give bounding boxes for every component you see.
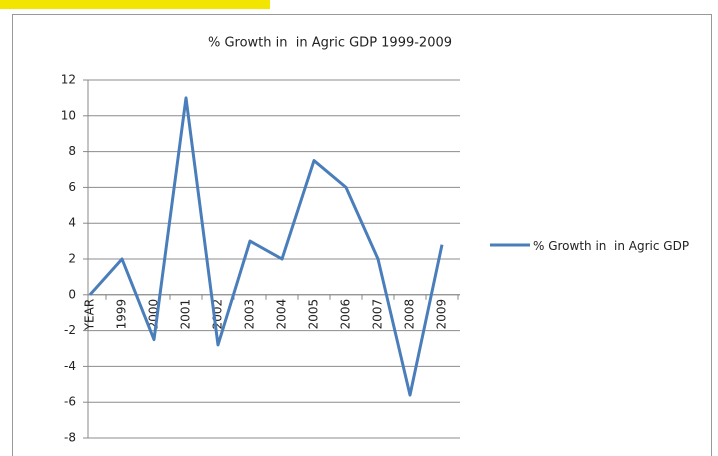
x-tick-label: 2004	[275, 299, 289, 330]
series-line	[88, 96, 444, 397]
x-tick-label: 2006	[339, 299, 353, 330]
y-tick-label: 12	[61, 73, 76, 87]
y-tick-label: 0	[68, 287, 76, 301]
y-tick-label: 6	[68, 180, 76, 194]
y-tick-label: -4	[64, 359, 76, 373]
y-tick-label: 8	[68, 144, 76, 158]
x-tick-label: 2005	[307, 299, 321, 330]
x-tick-label: 2001	[179, 299, 193, 330]
x-tick-label: YEAR	[83, 299, 97, 331]
x-tick-label: 2003	[243, 299, 257, 330]
y-tick-label: -6	[64, 395, 76, 409]
chart-frame	[12, 14, 712, 456]
x-tick-label: 2009	[435, 299, 449, 330]
y-tick-label: 10	[61, 108, 76, 122]
y-tick-label: -8	[64, 431, 76, 445]
x-tick-label: 2007	[371, 299, 385, 330]
legend-label: % Growth in in Agric GDP	[533, 239, 690, 253]
top-strip	[0, 0, 270, 9]
y-tick-label: 2	[68, 252, 76, 266]
chart-title: % Growth in in Agric GDP 1999-2009	[208, 36, 452, 51]
x-tick-label: 1999	[115, 299, 129, 330]
x-tick-label: 2008	[403, 299, 417, 330]
y-tick-label: -2	[64, 323, 76, 337]
y-tick-label: 4	[68, 216, 76, 230]
